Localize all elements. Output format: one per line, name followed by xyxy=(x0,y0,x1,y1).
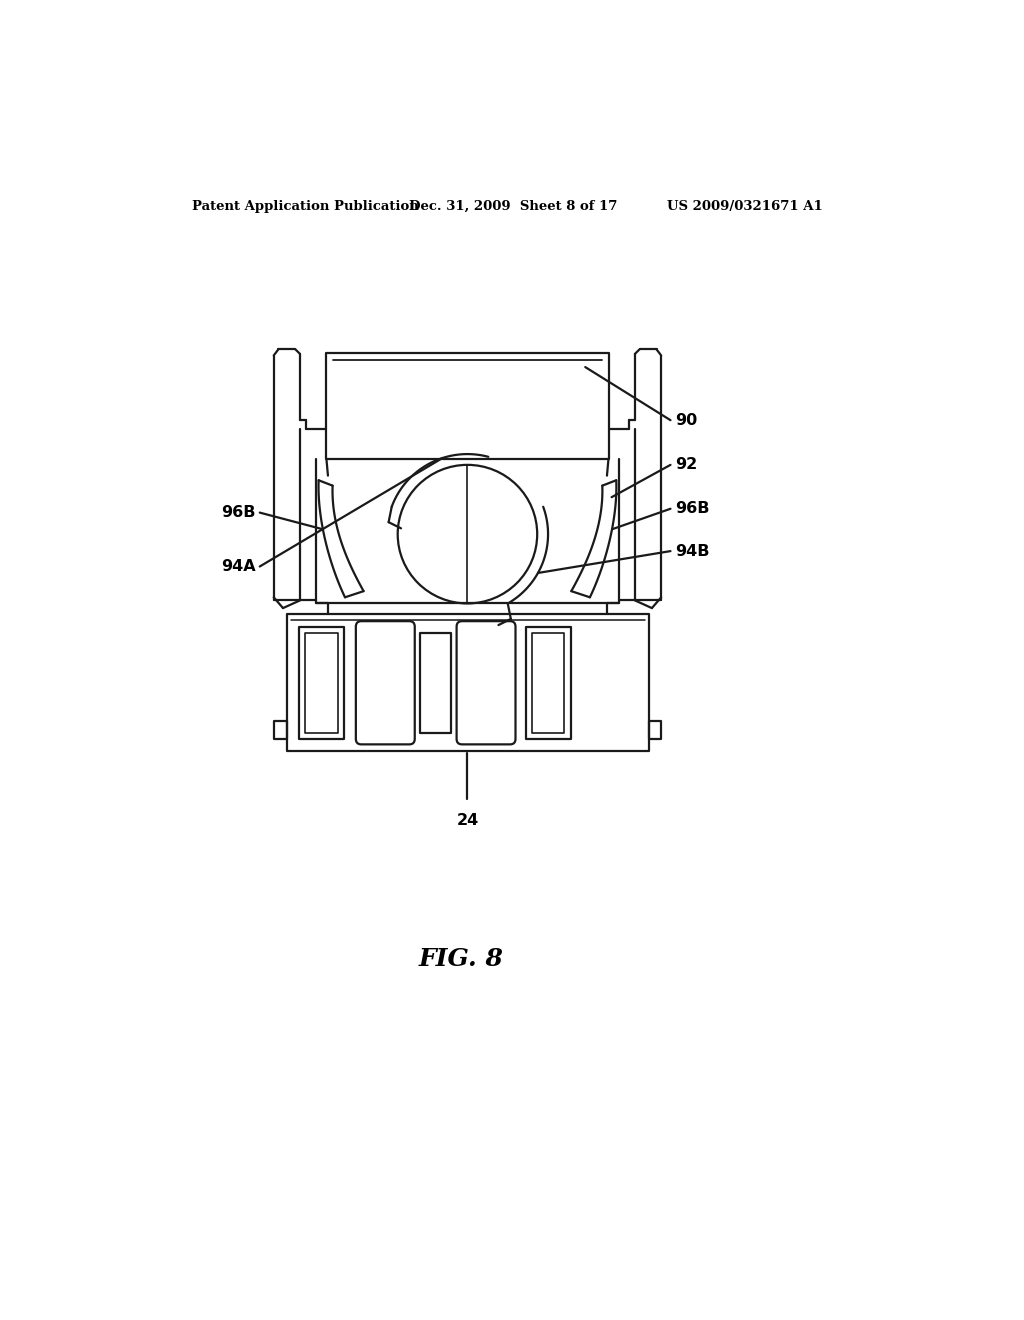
Text: FIG. 8: FIG. 8 xyxy=(419,948,504,972)
Text: 92: 92 xyxy=(675,457,697,473)
Text: 96B: 96B xyxy=(221,506,256,520)
Text: Patent Application Publication: Patent Application Publication xyxy=(191,199,418,213)
Bar xyxy=(327,354,608,459)
Text: 94B: 94B xyxy=(675,544,710,558)
Text: 90: 90 xyxy=(675,413,697,428)
Text: US 2009/0321671 A1: US 2009/0321671 A1 xyxy=(667,199,822,213)
Bar xyxy=(287,614,649,751)
Bar xyxy=(525,627,570,739)
Bar xyxy=(531,632,564,733)
Text: Dec. 31, 2009  Sheet 8 of 17: Dec. 31, 2009 Sheet 8 of 17 xyxy=(409,199,616,213)
Bar xyxy=(649,721,662,739)
Text: 24: 24 xyxy=(457,813,478,828)
Text: 96B: 96B xyxy=(675,502,710,516)
Bar xyxy=(420,632,452,733)
Bar xyxy=(305,632,338,733)
Bar xyxy=(274,721,287,739)
Bar xyxy=(299,627,344,739)
Text: 94A: 94A xyxy=(221,558,256,574)
